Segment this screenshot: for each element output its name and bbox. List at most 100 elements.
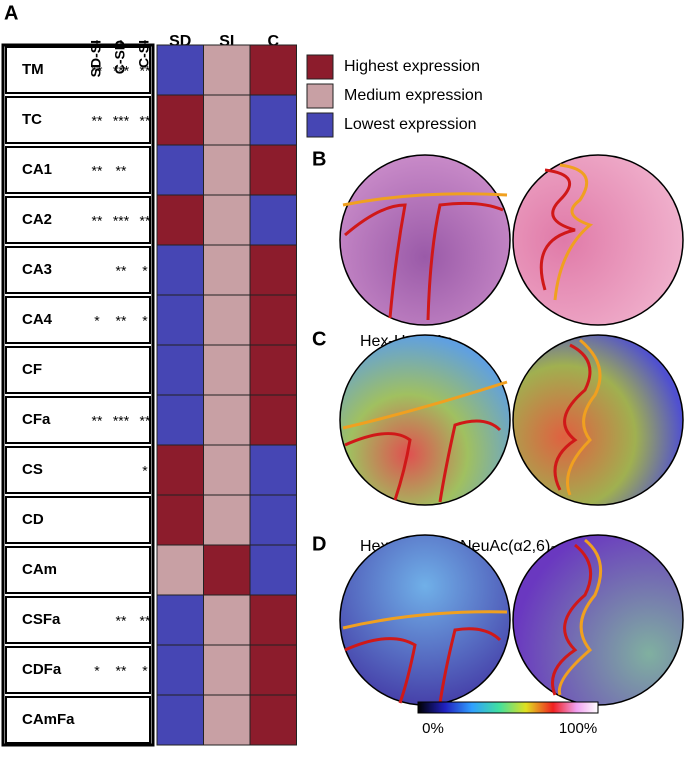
significance: * — [142, 263, 148, 279]
heat-cell — [156, 694, 204, 746]
significance: ** — [116, 263, 127, 279]
heat-cell — [203, 344, 251, 396]
image — [339, 334, 511, 506]
heat-cell — [156, 394, 204, 446]
significance: * — [94, 313, 100, 329]
legend-swatch — [306, 54, 334, 80]
heat-cell — [249, 344, 297, 396]
colorbar — [417, 701, 599, 714]
significance: ** — [92, 113, 103, 129]
heat-cell — [156, 194, 204, 246]
heat-cell — [249, 294, 297, 346]
heat-cell — [203, 444, 251, 496]
table-border — [1, 43, 155, 747]
outline — [539, 168, 576, 291]
outline — [342, 380, 508, 430]
row-name: TC — [22, 111, 42, 128]
outline — [344, 627, 502, 704]
outline — [557, 538, 603, 696]
heat-cell — [249, 544, 297, 596]
row-box — [5, 46, 151, 94]
heat-cell — [156, 494, 204, 546]
heat-cell — [203, 544, 251, 596]
heat-cell — [203, 44, 251, 96]
significance: ** — [140, 613, 151, 629]
significance: * — [94, 663, 100, 679]
row-box — [5, 546, 151, 594]
column-header: C-SD — [112, 40, 128, 74]
heat-cell — [249, 494, 297, 546]
row-name: CS — [22, 461, 43, 478]
row-name: CD — [22, 511, 44, 528]
row-name: CA4 — [22, 311, 53, 328]
significance: ** — [92, 163, 103, 179]
row-box — [5, 196, 151, 244]
significance: * — [142, 463, 148, 479]
significance: *** — [113, 113, 130, 129]
heat-cell — [203, 394, 251, 446]
outlines — [342, 163, 603, 704]
row-box — [5, 346, 151, 394]
significance: * — [142, 313, 148, 329]
row-box — [5, 96, 151, 144]
significance: ** — [140, 113, 151, 129]
heat-cell — [156, 644, 204, 696]
heat-cell — [203, 244, 251, 296]
heat-cell — [249, 644, 297, 696]
row-name: CFa — [22, 411, 51, 428]
heat-cell — [249, 44, 297, 96]
heat-cell — [249, 144, 297, 196]
row-box — [5, 646, 151, 694]
outline — [553, 163, 594, 301]
panel-label: D — [312, 533, 326, 555]
legend-label: Highest expression — [344, 58, 480, 75]
row-name: CA2 — [22, 211, 52, 228]
row-box — [5, 146, 151, 194]
significance: * — [142, 663, 148, 679]
significance: *** — [113, 213, 130, 229]
image — [512, 154, 684, 326]
row-box — [5, 246, 151, 294]
significance: ** — [140, 213, 151, 229]
heat-cell — [249, 194, 297, 246]
row-box — [5, 496, 151, 544]
significance: ** — [140, 413, 151, 429]
heat-cell — [249, 94, 297, 146]
row-name: CAm — [22, 561, 57, 578]
heat-cell — [156, 344, 204, 396]
significance: ** — [116, 613, 127, 629]
outline — [342, 610, 508, 630]
heat-cell — [156, 544, 204, 596]
heat-cell — [203, 694, 251, 746]
heat-cell — [203, 644, 251, 696]
heat-cell — [156, 294, 204, 346]
outline — [566, 338, 602, 496]
row-name: CDFa — [22, 661, 62, 678]
outline — [344, 419, 502, 503]
significance: ** — [92, 213, 103, 229]
heat-cell — [203, 144, 251, 196]
legend-label: Medium expression — [344, 87, 483, 104]
outline — [553, 343, 592, 491]
row-name: CA3 — [22, 261, 52, 278]
legend-label: Lowest expression — [344, 116, 477, 133]
row-name: CAmFa — [22, 711, 75, 728]
histology-images — [339, 154, 684, 706]
significance: *** — [113, 63, 130, 79]
heat-cell — [249, 694, 297, 746]
colorbar-label: 0% — [422, 720, 444, 737]
column-header: SD-SI — [88, 40, 104, 77]
row-name: CSFa — [22, 611, 61, 628]
significance: *** — [113, 413, 130, 429]
legend-swatch — [306, 83, 334, 109]
row-name: TM — [22, 61, 44, 78]
legend-swatch — [306, 112, 334, 138]
heat-cell — [249, 444, 297, 496]
significance: ** — [140, 63, 151, 79]
image — [339, 534, 511, 706]
heat-cell — [249, 244, 297, 296]
image — [339, 154, 511, 326]
panel-label: C — [312, 328, 326, 350]
heat-cell — [203, 594, 251, 646]
